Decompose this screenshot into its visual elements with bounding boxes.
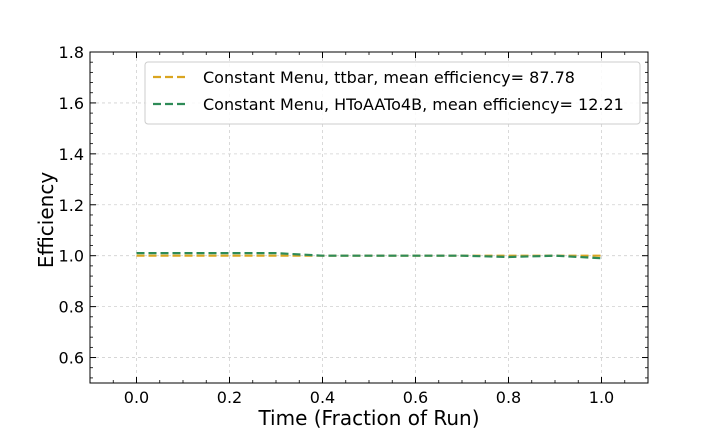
x-axis-label: Time (Fraction of Run) <box>257 406 479 430</box>
y-tick-label: 0.8 <box>59 298 84 317</box>
x-tick-label: 0.6 <box>403 388 428 407</box>
y-tick-label: 1.8 <box>59 43 84 62</box>
legend-label-1: Constant Menu, ttbar, mean efficiency= 8… <box>203 68 575 87</box>
x-tick-label: 1.0 <box>589 388 614 407</box>
y-tick-label: 1.2 <box>59 196 84 215</box>
x-tick-label: 0.2 <box>217 388 242 407</box>
series-line-2 <box>136 252 602 260</box>
legend: Constant Menu, ttbar, mean efficiency= 8… <box>144 61 641 125</box>
y-tick-label: 1.0 <box>59 247 84 266</box>
legend-label-2: Constant Menu, HToAATo4B, mean efficienc… <box>203 95 624 114</box>
y-tick-label: 1.6 <box>59 94 84 113</box>
legend-box <box>144 61 641 125</box>
series-layer <box>136 252 602 260</box>
x-tick-label: 0.0 <box>124 388 149 407</box>
y-tick-label: 0.6 <box>59 349 84 368</box>
ticks-layer: 0.0 0.2 0.4 0.6 0.8 1.0 0.6 0.8 1.0 1.2 1.4 1.6 1.8 <box>59 43 649 407</box>
x-tick-label: 0.8 <box>496 388 521 407</box>
y-axis-label: Efficiency <box>34 172 58 269</box>
y-tick-label: 1.4 <box>59 145 84 164</box>
x-tick-label: 0.4 <box>310 388 335 407</box>
